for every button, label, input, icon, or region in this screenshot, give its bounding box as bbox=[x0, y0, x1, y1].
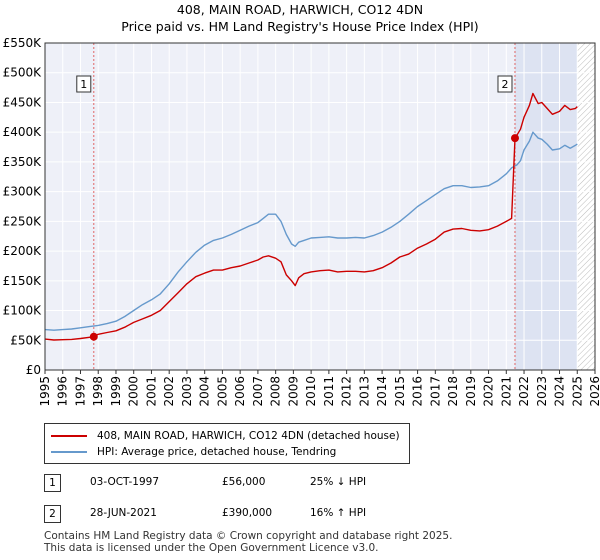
legend-swatch-property bbox=[51, 435, 87, 437]
x-tick-label: 1998 bbox=[91, 376, 105, 407]
legend-label-hpi: HPI: Average price, detached house, Tend… bbox=[97, 446, 336, 458]
x-tick-label: 2009 bbox=[286, 376, 300, 407]
footer-line-1: Contains HM Land Registry data © Crown c… bbox=[44, 530, 452, 542]
y-tick-label: £250K bbox=[3, 214, 43, 228]
y-tick-label: £100K bbox=[3, 304, 43, 318]
x-tick-label: 2000 bbox=[127, 376, 141, 407]
x-tick-label: 2017 bbox=[428, 376, 442, 407]
legend-label-property: 408, MAIN ROAD, HARWICH, CO12 4DN (detac… bbox=[97, 430, 400, 442]
x-tick-label: 2021 bbox=[499, 376, 513, 407]
x-tick-label: 2008 bbox=[269, 376, 283, 407]
y-tick-label: £400K bbox=[3, 125, 43, 139]
annotation-label: 2 bbox=[501, 78, 508, 91]
x-tick-label: 2011 bbox=[322, 376, 336, 407]
x-tick-label: 2025 bbox=[570, 376, 584, 407]
x-tick-label: 2003 bbox=[180, 376, 194, 407]
transaction-badge: 2 bbox=[44, 505, 61, 523]
x-tick-label: 1997 bbox=[73, 376, 87, 407]
transaction-date: 28-JUN-2021 bbox=[90, 507, 157, 519]
x-tick-label: 2020 bbox=[482, 376, 496, 407]
x-tick-label: 2018 bbox=[446, 376, 460, 407]
y-tick-label: £200K bbox=[3, 244, 43, 258]
x-tick-label: 2002 bbox=[162, 376, 176, 407]
x-tick-label: 2010 bbox=[304, 376, 318, 407]
x-tick-label: 1996 bbox=[56, 376, 70, 407]
transaction-badge: 1 bbox=[44, 474, 61, 492]
price-chart: £0 £50K £100K £150K £200K £250K £300K £350K £400… bbox=[0, 0, 600, 420]
sale-point bbox=[90, 333, 98, 341]
y-tick-label: £150K bbox=[3, 274, 43, 288]
y-tick-label: £450K bbox=[3, 95, 43, 109]
y-tick-label: £500K bbox=[3, 66, 43, 80]
y-tick-label: £300K bbox=[3, 185, 43, 199]
y-tick-label: £550K bbox=[3, 36, 43, 50]
transaction-date: 03-OCT-1997 bbox=[90, 476, 159, 488]
x-tick-label: 2026 bbox=[588, 376, 600, 407]
transaction-hpi-diff: 25% ↓ HPI bbox=[310, 476, 366, 488]
x-tick-label: 2005 bbox=[215, 376, 229, 407]
y-tick-label: £50K bbox=[10, 333, 42, 347]
x-tick-label: 2022 bbox=[517, 376, 531, 407]
transaction-price: £56,000 bbox=[222, 476, 265, 488]
x-tick-label: 2015 bbox=[393, 376, 407, 407]
x-tick-label: 2004 bbox=[198, 376, 212, 407]
footer-line-2: This data is licensed under the Open Gov… bbox=[44, 542, 452, 554]
x-tick-label: 2014 bbox=[375, 376, 389, 407]
legend: 408, MAIN ROAD, HARWICH, CO12 4DN (detac… bbox=[44, 423, 410, 464]
x-tick-label: 2016 bbox=[411, 376, 425, 407]
x-tick-label: 2006 bbox=[233, 376, 247, 407]
legend-item-hpi: HPI: Average price, detached house, Tend… bbox=[51, 444, 336, 460]
x-tick-label: 2019 bbox=[464, 376, 478, 407]
legend-swatch-hpi bbox=[51, 451, 87, 453]
x-tick-label: 2024 bbox=[553, 376, 567, 407]
transaction-hpi-diff: 16% ↑ HPI bbox=[310, 507, 366, 519]
x-tick-label: 2013 bbox=[357, 376, 371, 407]
footer: Contains HM Land Registry data © Crown c… bbox=[44, 530, 452, 554]
x-tick-label: 2001 bbox=[144, 376, 158, 407]
y-tick-label: £0 bbox=[26, 363, 41, 377]
x-tick-label: 2007 bbox=[251, 376, 265, 407]
x-tick-label: 1999 bbox=[109, 376, 123, 407]
x-tick-label: 2023 bbox=[535, 376, 549, 407]
x-tick-label: 1995 bbox=[38, 376, 52, 407]
legend-item-property: 408, MAIN ROAD, HARWICH, CO12 4DN (detac… bbox=[51, 428, 400, 444]
annotation-label: 1 bbox=[80, 78, 87, 91]
sale-point bbox=[511, 134, 519, 142]
y-tick-label: £350K bbox=[3, 155, 43, 169]
x-tick-label: 2012 bbox=[340, 376, 354, 407]
forecast-hatch bbox=[577, 43, 595, 370]
transaction-price: £390,000 bbox=[222, 507, 272, 519]
